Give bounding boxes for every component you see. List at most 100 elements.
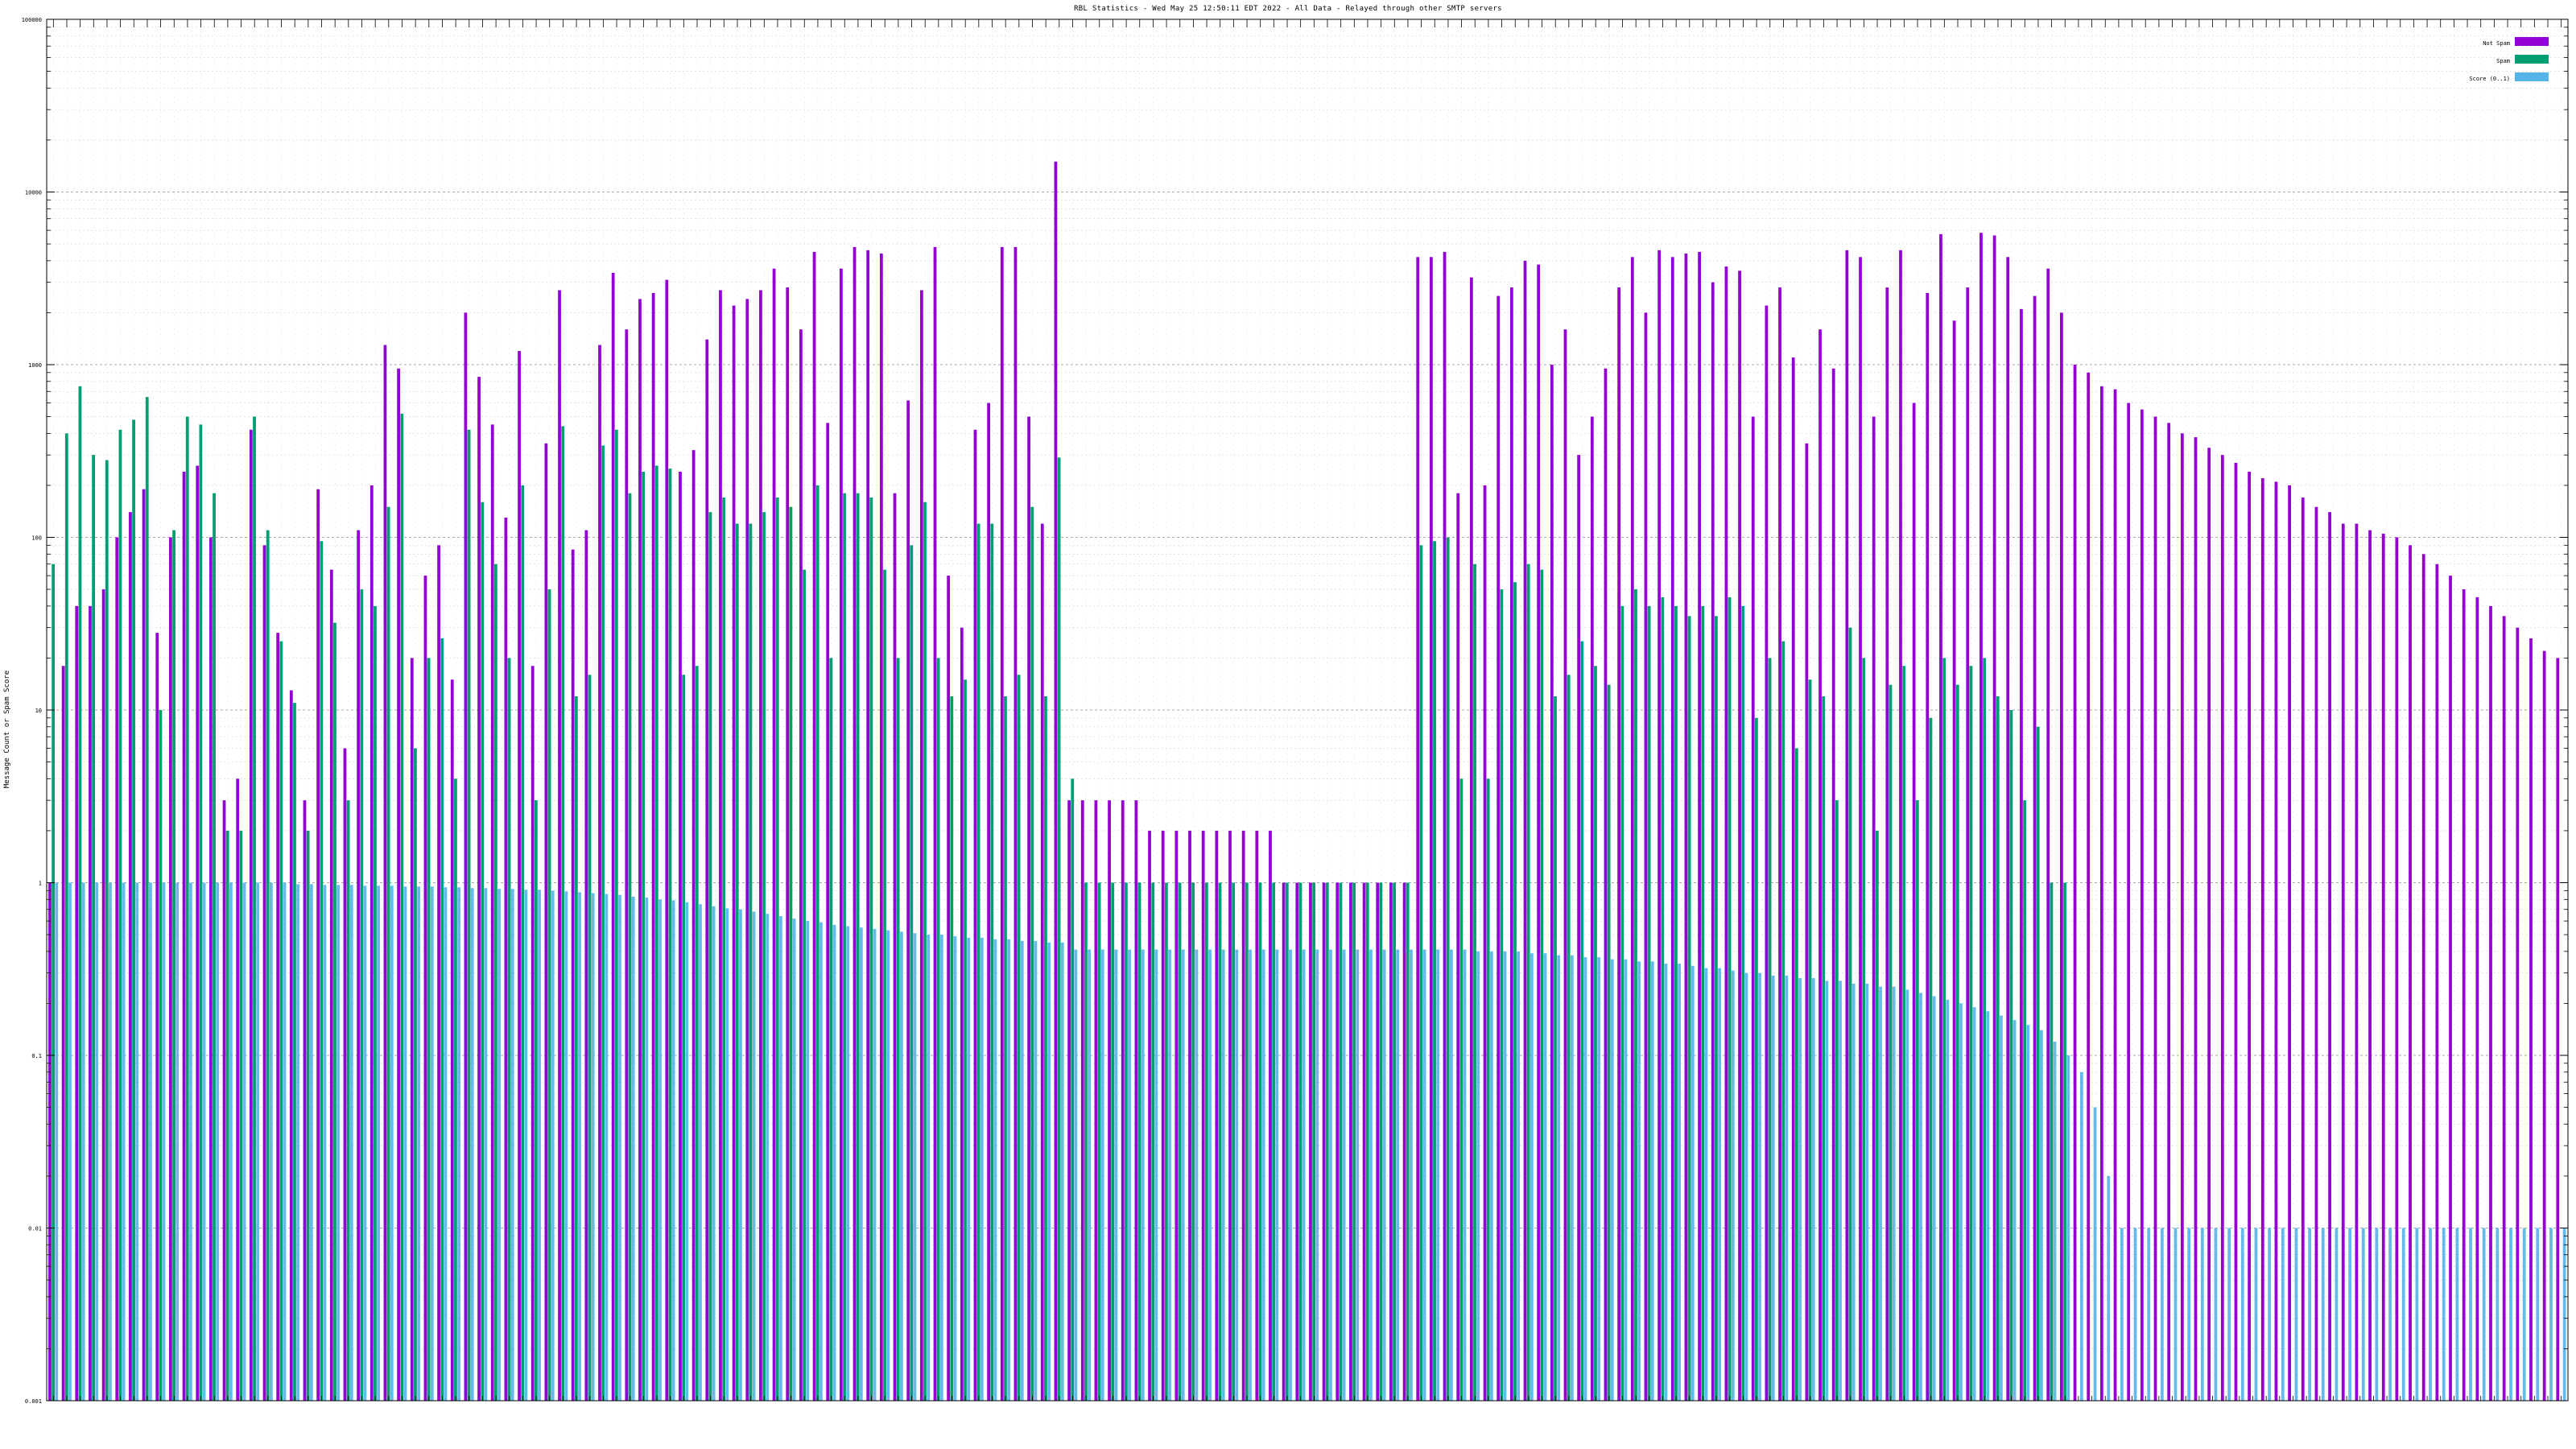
score-bar xyxy=(685,902,689,1401)
score-bar xyxy=(2187,1228,2191,1401)
score-bar xyxy=(1302,949,1306,1401)
spam-bar xyxy=(1500,589,1504,1401)
spam-bar xyxy=(762,512,766,1401)
score-bar xyxy=(1450,949,1453,1401)
spam-bar xyxy=(374,605,377,1401)
score-bar xyxy=(1476,951,1480,1401)
spam-bar xyxy=(427,658,431,1401)
not-spam-bar xyxy=(1630,257,1634,1402)
score-bar xyxy=(2000,1015,2003,1401)
not-spam-bar xyxy=(1349,882,1352,1401)
score-bar xyxy=(1517,951,1521,1401)
spam-bar xyxy=(1004,696,1007,1401)
score-bar xyxy=(1181,949,1185,1401)
score-bar xyxy=(122,882,126,1401)
score-bar xyxy=(1489,951,1493,1401)
not-spam-bar xyxy=(1885,287,1889,1401)
not-spam-bar xyxy=(2489,605,2492,1401)
not-spam-bar xyxy=(2542,650,2546,1401)
spam-bar xyxy=(293,703,296,1401)
not-spam-bar xyxy=(2314,506,2318,1401)
not-spam-bar xyxy=(2087,372,2091,1402)
not-spam-bar xyxy=(1295,882,1299,1401)
score-bar xyxy=(1946,999,1950,1401)
not-spam-bar xyxy=(1134,800,1138,1401)
score-bar xyxy=(1825,980,1829,1401)
score-bar xyxy=(1650,961,1654,1401)
not-spam-bar xyxy=(115,537,119,1401)
score-bar xyxy=(631,896,635,1401)
not-spam-bar xyxy=(2033,295,2037,1402)
not-spam-bar xyxy=(1831,368,1835,1401)
spam-bar xyxy=(1540,569,1544,1401)
not-spam-bar xyxy=(129,512,132,1401)
spam-bar xyxy=(266,530,270,1401)
score-bar xyxy=(538,890,541,1401)
spam-bar xyxy=(1889,684,1893,1401)
score-bar xyxy=(1315,949,1319,1401)
score-bar xyxy=(2147,1228,2151,1401)
spam-bar xyxy=(1339,882,1343,1401)
score-bar xyxy=(2469,1228,2472,1401)
not-spam-bar xyxy=(1094,800,1098,1401)
score-bar xyxy=(403,886,407,1401)
not-spam-bar xyxy=(1657,250,1661,1402)
not-spam-bar xyxy=(2529,638,2533,1401)
score-bar xyxy=(806,921,810,1401)
score-bar xyxy=(1114,949,1118,1401)
not-spam-bar xyxy=(665,279,669,1401)
score-bar xyxy=(1422,949,1426,1401)
not-spam-bar xyxy=(2060,312,2063,1401)
spam-bar xyxy=(1607,684,1611,1401)
score-bar xyxy=(2294,1228,2298,1401)
not-spam-bar xyxy=(1550,365,1554,1401)
score-bar xyxy=(81,882,85,1401)
score-bar xyxy=(390,886,394,1401)
spam-bar xyxy=(1715,616,1718,1401)
not-spam-bar xyxy=(236,778,240,1401)
not-spam-bar xyxy=(1174,830,1179,1401)
spam-bar xyxy=(936,658,940,1401)
not-spam-bar xyxy=(1013,246,1018,1401)
score-bar xyxy=(1289,949,1292,1401)
spam-bar xyxy=(803,569,806,1401)
score-bar xyxy=(1141,949,1145,1401)
spam-bar xyxy=(1647,605,1651,1401)
score-bar xyxy=(1610,959,1614,1401)
score-bar xyxy=(2120,1228,2124,1401)
not-spam-bar xyxy=(1255,830,1259,1401)
score-bar xyxy=(2160,1228,2164,1401)
spam-bar xyxy=(1352,882,1356,1401)
not-spam-bar xyxy=(1537,264,1541,1401)
score-bar xyxy=(578,892,581,1401)
score-bar xyxy=(1396,949,1400,1401)
score-bar xyxy=(1342,949,1346,1401)
spam-bar xyxy=(614,429,618,1402)
not-spam-bar xyxy=(329,569,333,1401)
not-spam-bar xyxy=(2113,389,2117,1401)
not-spam-bar xyxy=(691,450,696,1402)
not-spam-bar xyxy=(196,465,200,1401)
not-spam-bar xyxy=(2516,627,2520,1401)
not-spam-bar xyxy=(142,489,146,1402)
bars-layer xyxy=(48,161,2566,1402)
not-spam-bar xyxy=(2301,497,2305,1401)
score-bar xyxy=(779,916,782,1401)
not-spam-bar xyxy=(1121,800,1125,1401)
score-bar xyxy=(1972,1007,1976,1401)
score-bar xyxy=(229,882,233,1401)
score-bar xyxy=(1959,1003,1963,1401)
not-spam-bar xyxy=(101,589,105,1401)
score-bar xyxy=(55,882,59,1401)
spam-bar xyxy=(306,830,310,1401)
not-spam-bar xyxy=(2180,433,2184,1401)
score-bar xyxy=(2482,1228,2486,1401)
not-spam-bar xyxy=(745,299,749,1401)
not-spam-bar xyxy=(1402,882,1406,1401)
score-bar xyxy=(1249,949,1252,1401)
not-spam-bar xyxy=(2167,423,2171,1402)
not-spam-bar xyxy=(1282,882,1286,1401)
spam-bar xyxy=(1406,882,1410,1401)
spam-bar xyxy=(1178,882,1182,1401)
not-spam-bar xyxy=(1966,287,1970,1401)
